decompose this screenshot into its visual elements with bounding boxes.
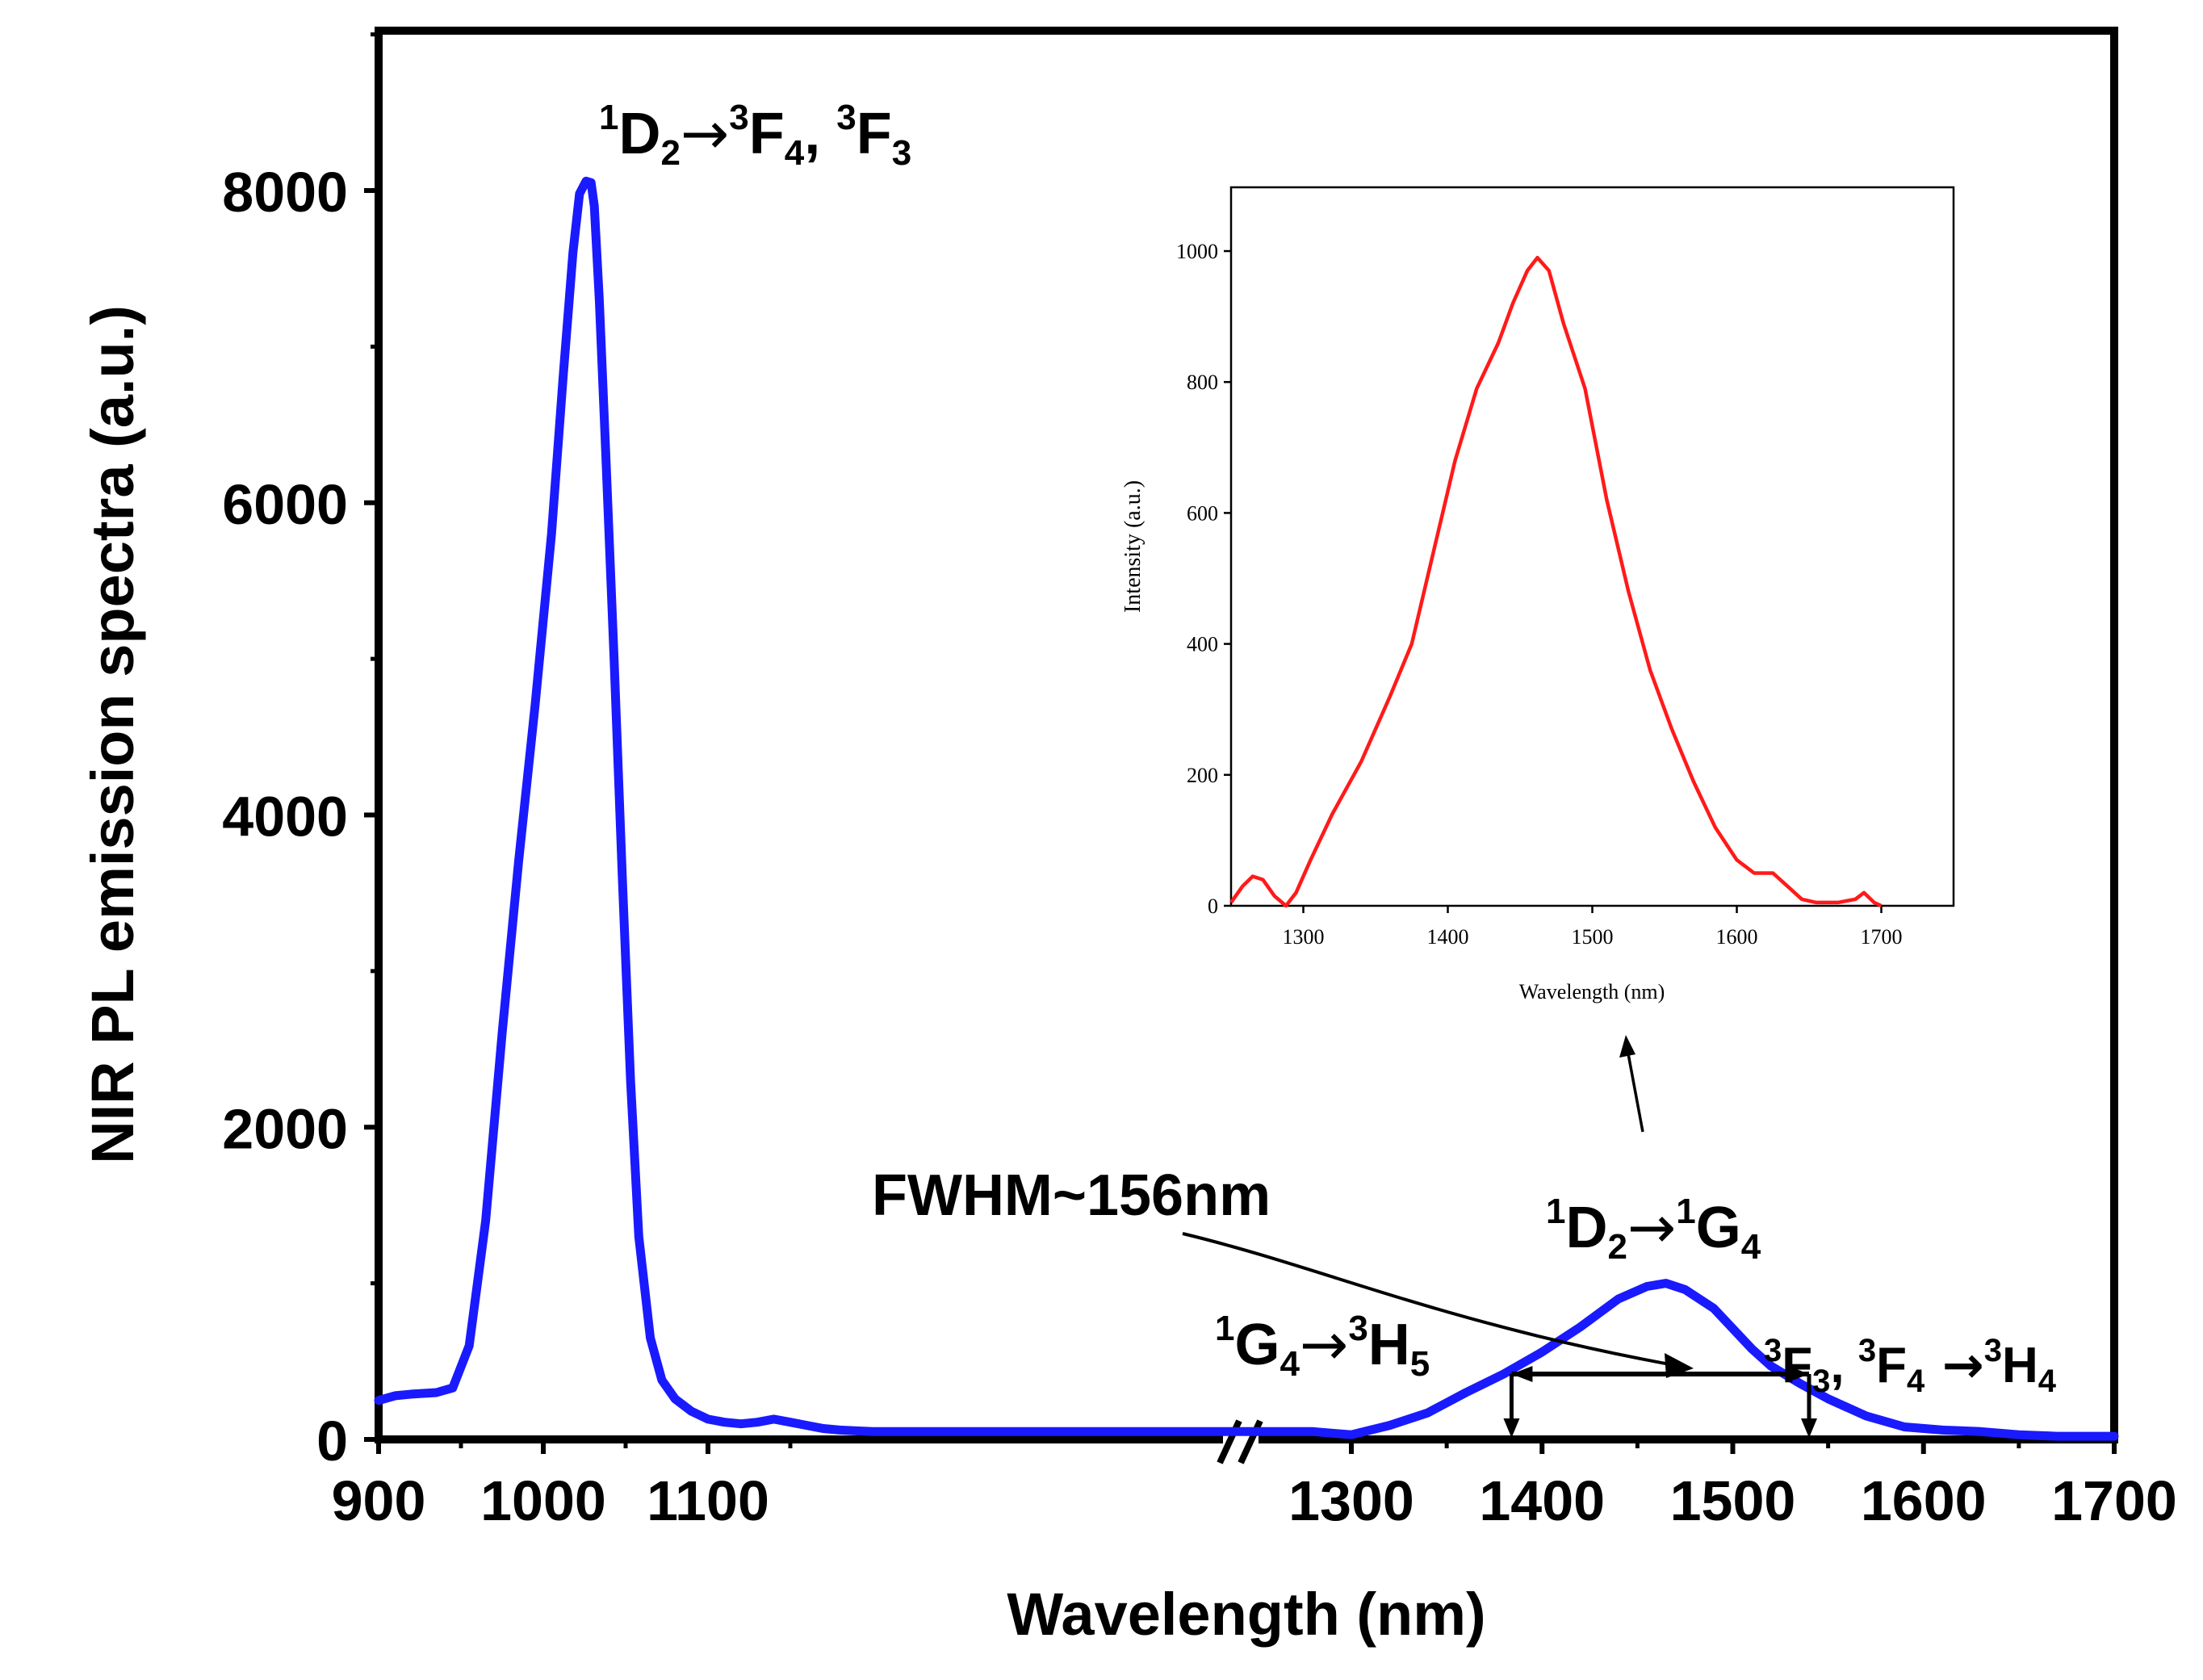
main-x-tick-label: 1000 [480,1469,606,1532]
inset-x-tick-label: 1400 [1427,925,1469,949]
main-x-tick-label: 1700 [2051,1469,2177,1532]
main-y-tick-label: 6000 [222,473,348,536]
inset-y-tick-label: 600 [1187,501,1218,525]
main-x-tick-label: 1300 [1288,1469,1414,1532]
peak3-sub2: 5 [1410,1344,1430,1384]
inset-y-tick-label: 0 [1208,894,1218,918]
peak1-pre3: 3 [836,98,856,137]
peak3-base2: H [1368,1313,1410,1377]
peak2-label: 1D2→1G4 [1546,1192,1761,1267]
peak4-pre3: 3 [1984,1333,2002,1368]
peak4-arrow: → [1924,1335,1984,1394]
peak3-label: 1G4→3H5 [1215,1309,1430,1384]
inset-x-tick-label: 1300 [1283,925,1325,949]
main-y-ticks: 0 2000 4000 6000 8000 [222,32,379,1473]
peak3-sub1: 4 [1280,1344,1300,1384]
peak2-sub1: 2 [1607,1227,1627,1267]
inset-x-ticks: 1300 1400 1500 1600 1700 [1283,906,1903,949]
inset-x-tick-label: 1600 [1716,925,1758,949]
peak1-sub2: 4 [785,133,805,173]
peak2-pre2: 1 [1676,1192,1695,1231]
main-y-tick-label: 0 [316,1410,348,1473]
peak2-base2: G [1696,1196,1741,1260]
inset-x-tick-label: 1700 [1861,925,1903,949]
inset-pointer-arrow [1619,1035,1644,1133]
inset-y-tick-label: 200 [1187,764,1218,787]
peak2-sub2: 4 [1741,1227,1761,1267]
peak3-arrow: → [1300,1310,1348,1378]
fwhm-label: FWHM~156nm [872,1163,1271,1228]
peak4-base2: F [1876,1338,1907,1393]
peak1-base3: F [856,102,892,166]
main-y-tick-label: 2000 [222,1097,348,1160]
inset-y-tick-label: 1000 [1176,240,1218,263]
peak4-pre: 3 [1764,1333,1782,1368]
peak1-sub1: 2 [660,133,680,173]
peak4-sep: , [1830,1338,1857,1393]
main-x-tick-label: 900 [332,1469,426,1532]
peak1-pre2: 3 [729,98,748,137]
inset-series-line [1229,255,1883,908]
peak2-arrow: → [1627,1193,1676,1261]
inset-y-tick-label: 800 [1187,371,1218,394]
main-x-tick-label: 1100 [647,1469,769,1532]
peak4-label: 3F3, 3F4 →3H4 [1764,1333,2057,1399]
peak4-base3: H [2002,1338,2038,1393]
main-x-tick-label: 1400 [1479,1469,1605,1532]
inset-x-tick-label: 1500 [1572,925,1614,949]
peak3-pre: 1 [1215,1309,1234,1348]
peak4-pre2: 3 [1858,1333,1876,1368]
fwhm-leader-line [1182,1232,1684,1368]
inset-y-axis-label: Intensity (a.u.) [1120,480,1145,613]
peak1-base: D [618,102,660,166]
peak1-base2: F [749,102,785,166]
peak3-pre2: 3 [1348,1309,1367,1348]
fwhm-bracket [1503,1366,1817,1438]
peak4-sub3: 4 [2038,1364,2057,1399]
peak1-sub3: 3 [892,133,911,173]
peak1-pre: 1 [599,98,618,137]
fwhm-drop-arrowhead [1801,1418,1817,1438]
peak2-pre: 1 [1546,1192,1565,1231]
peak3-base: G [1234,1313,1279,1377]
peak1-label: 1D2→3F4, 3F3 [599,98,911,173]
main-x-tick-label: 1500 [1670,1469,1796,1532]
peak4-clip: 3F3, 3F4 →3H4 [1764,1333,2057,1399]
fwhm-drop-arrowhead [1503,1418,1520,1438]
main-y-tick-label: 4000 [222,786,348,848]
main-x-tick-label: 1600 [1861,1469,1987,1532]
main-x-ticks: 900 1000 1100 1300 1400 1500 1600 1700 [332,1439,2177,1532]
peak4-sub2: 4 [1907,1364,1925,1399]
main-x-axis-label: Wavelength (nm) [1007,1581,1485,1648]
main-y-axis-label: NIR PL emission spectra (a.u.) [79,305,146,1164]
peak4-sub1: 3 [1812,1364,1830,1399]
inset-y-tick-label: 400 [1187,633,1218,656]
peak1-sep: , [804,102,836,166]
inset-x-axis-label: Wavelength (nm) [1519,980,1665,1003]
inset-chart: 0 200 400 600 800 1000 1300 1400 1500 1600 1700 W… [1120,186,1955,1003]
main-series-line [374,176,2119,1441]
peak1-arrow: → [681,99,729,167]
fwhm-bracket-right-head [1788,1366,1809,1382]
main-y-tick-label: 8000 [222,161,348,224]
peak2-base: D [1565,1196,1607,1260]
fwhm-bracket-left-head [1511,1366,1533,1382]
inset-y-ticks: 0 200 400 600 800 1000 [1176,240,1231,918]
